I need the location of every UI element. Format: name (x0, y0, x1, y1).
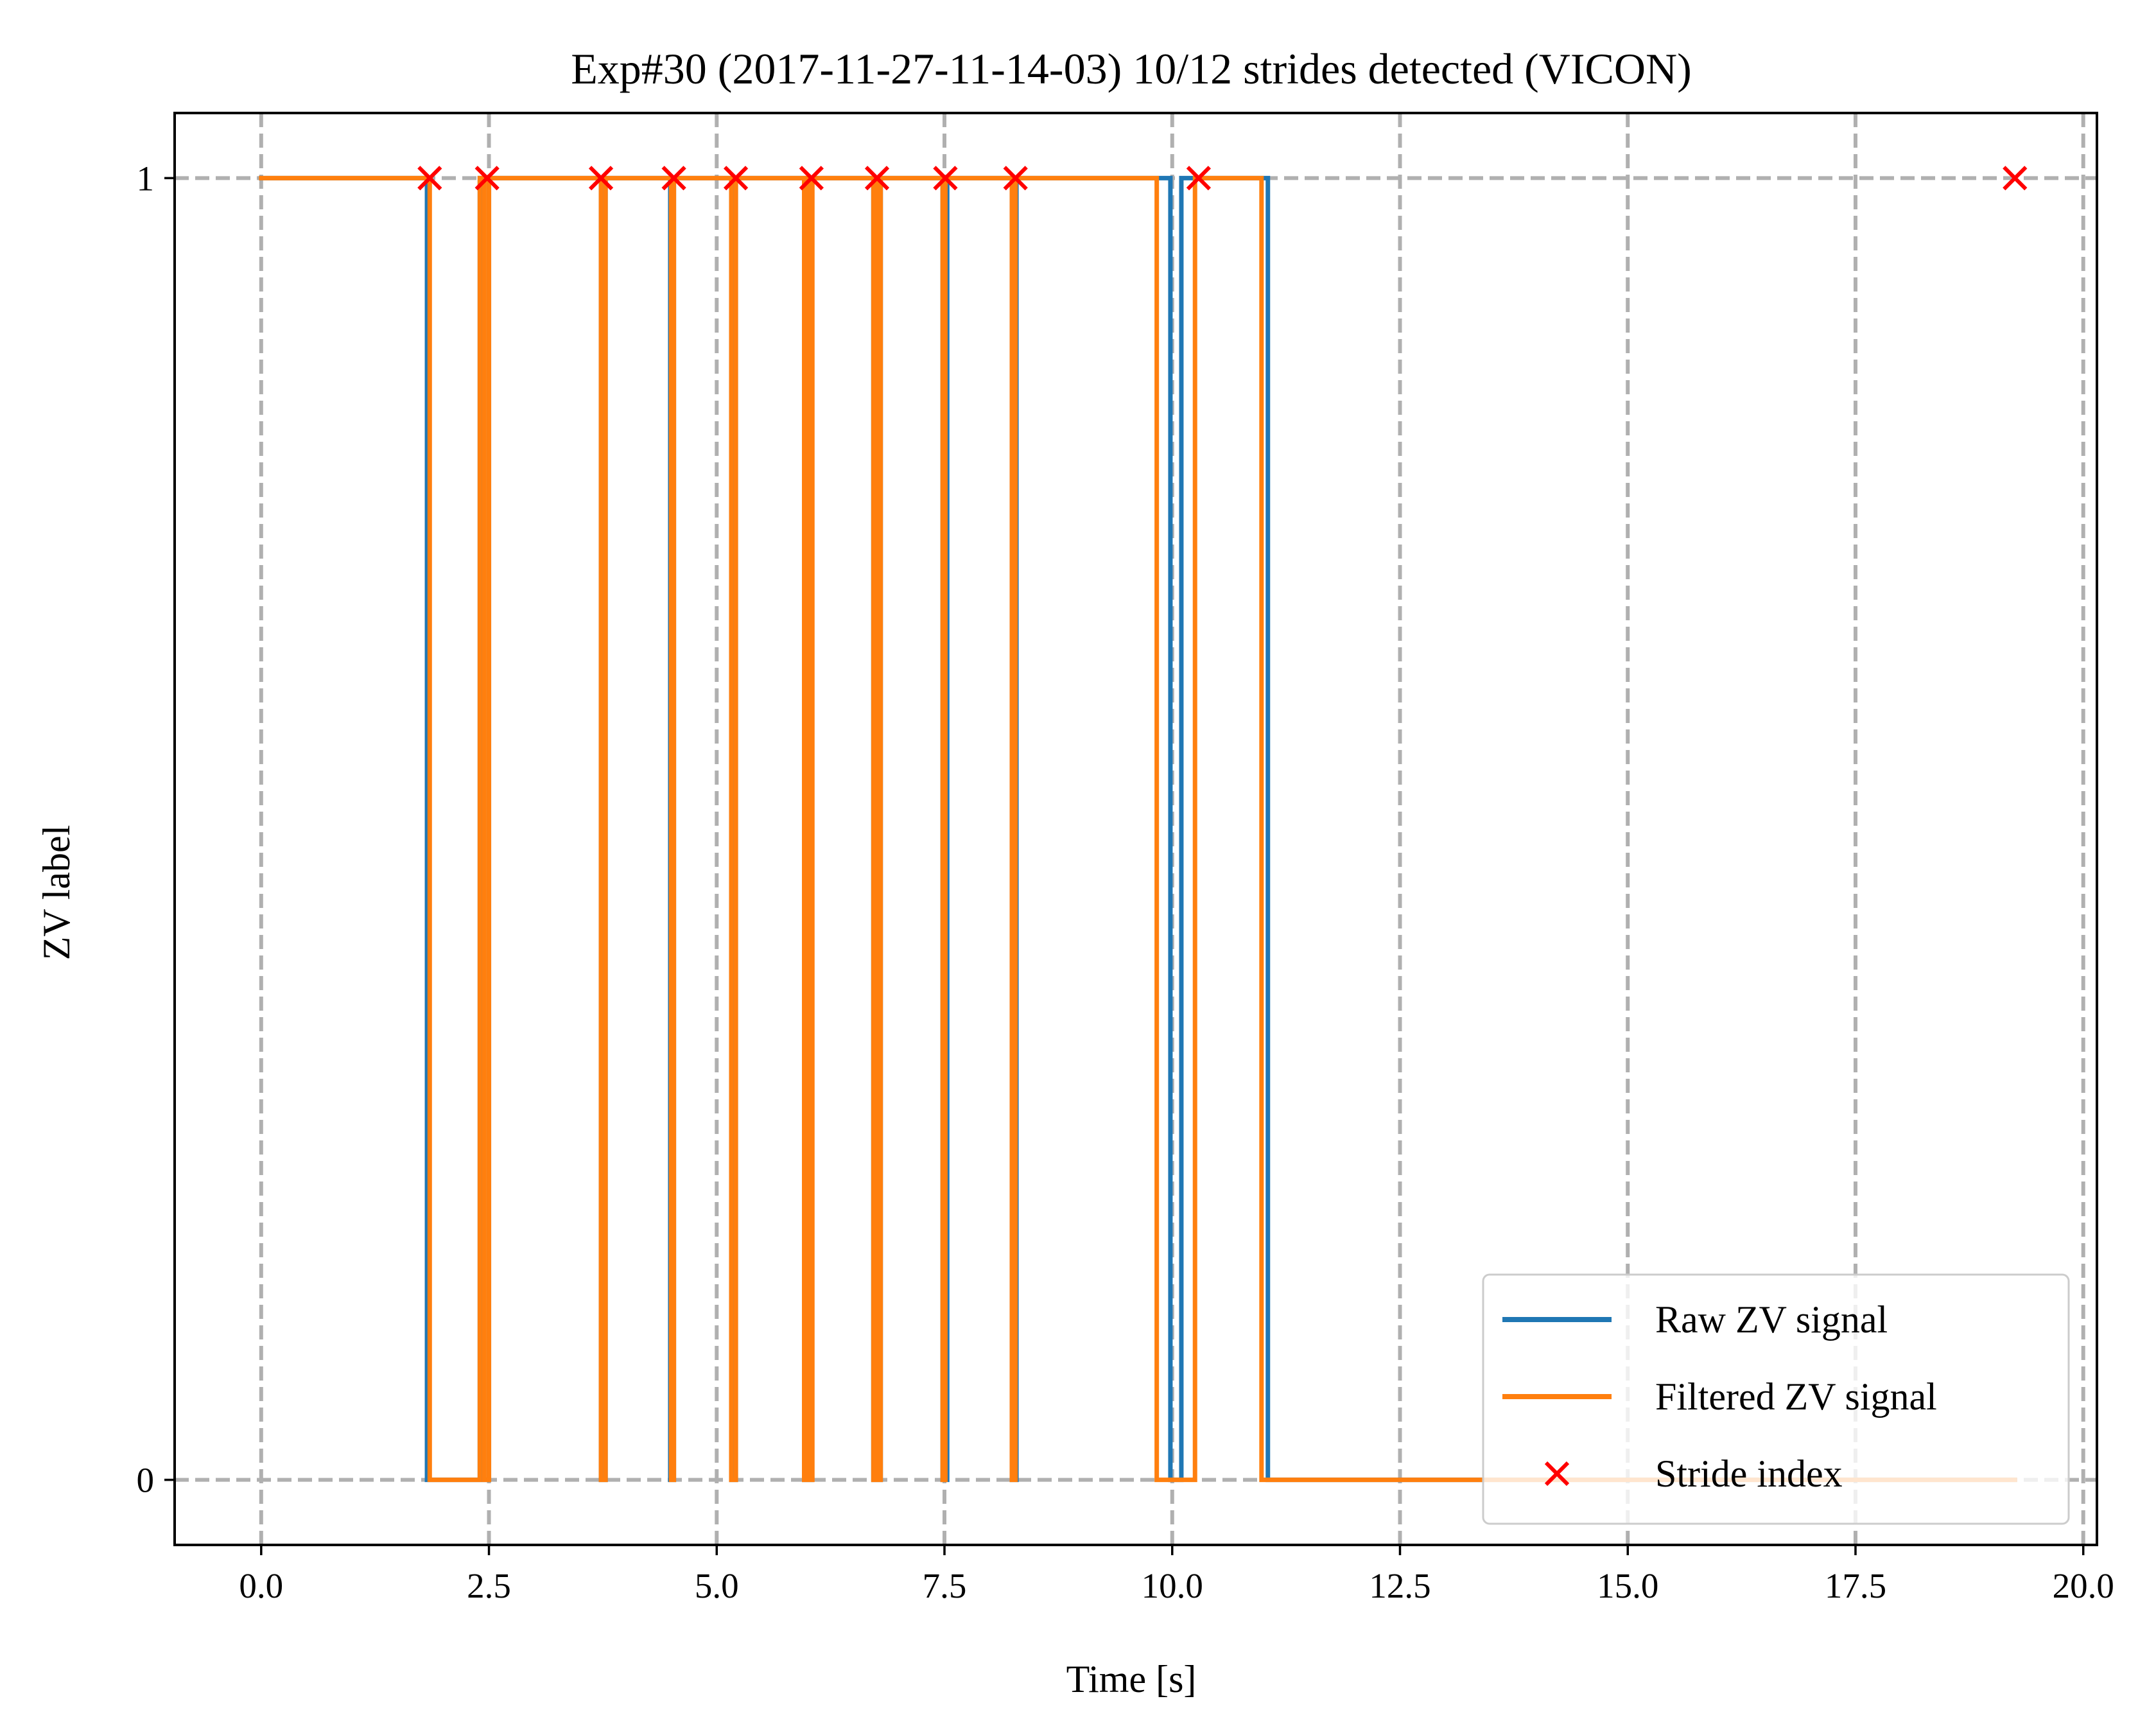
legend-label: Filtered ZV signal (1655, 1375, 1937, 1418)
x-tick-label: 17.5 (1825, 1566, 1886, 1605)
x-axis-label: Time [s] (1066, 1658, 1197, 1700)
legend-swatch-marker (1544, 1461, 1570, 1487)
x-tick-label: 7.5 (923, 1566, 967, 1605)
plot-series (259, 175, 2017, 1483)
x-tick-label: 10.0 (1142, 1566, 1203, 1605)
legend-label: Stride index (1655, 1452, 1843, 1495)
filtered-zv-signal-line (259, 175, 2017, 1483)
stride-marker (474, 166, 500, 191)
stride-marker (1003, 166, 1028, 191)
y-tick-label: 0 (137, 1461, 155, 1500)
y-tick-label: 1 (137, 159, 155, 198)
x-tick-label: 0.0 (239, 1566, 283, 1605)
legend: Raw ZV signal Filtered ZV signal Stride in… (1482, 1273, 2070, 1525)
x-tick-label: 12.5 (1369, 1566, 1430, 1605)
stride-marker (933, 166, 958, 191)
legend-item: Raw ZV signal (1502, 1298, 1888, 1341)
legend-label: Raw ZV signal (1655, 1298, 1888, 1341)
x-tick-label: 2.5 (467, 1566, 511, 1605)
stride-marker (417, 166, 442, 191)
stride-markers (417, 166, 2028, 191)
stride-marker (864, 166, 890, 191)
stride-marker (2003, 166, 2028, 191)
legend-box (1482, 1273, 2070, 1525)
y-axis-ticks: 01 (137, 159, 175, 1500)
stride-marker (661, 166, 686, 191)
x-axis-ticks: 0.0 2.5 5.0 7.5 10.0 12.5 15.0 17.5 20.0 (239, 1545, 2114, 1605)
y-axis-label: ZV label (35, 825, 78, 961)
chart-title: Exp#30 (2017-11-27-11-14-03) 10/12 strid… (571, 44, 1692, 93)
x-tick-label: 15.0 (1597, 1566, 1658, 1605)
stride-marker (799, 166, 824, 191)
stride-marker (1186, 166, 1212, 191)
legend-item: Stride index (1544, 1452, 1843, 1495)
legend-item: Filtered ZV signal (1502, 1375, 1937, 1418)
x-tick-label: 20.0 (2053, 1566, 2114, 1605)
plot-area-frame (173, 112, 2098, 1546)
stride-marker (588, 166, 614, 191)
x-tick-label: 5.0 (695, 1566, 739, 1605)
stride-marker (723, 166, 749, 191)
